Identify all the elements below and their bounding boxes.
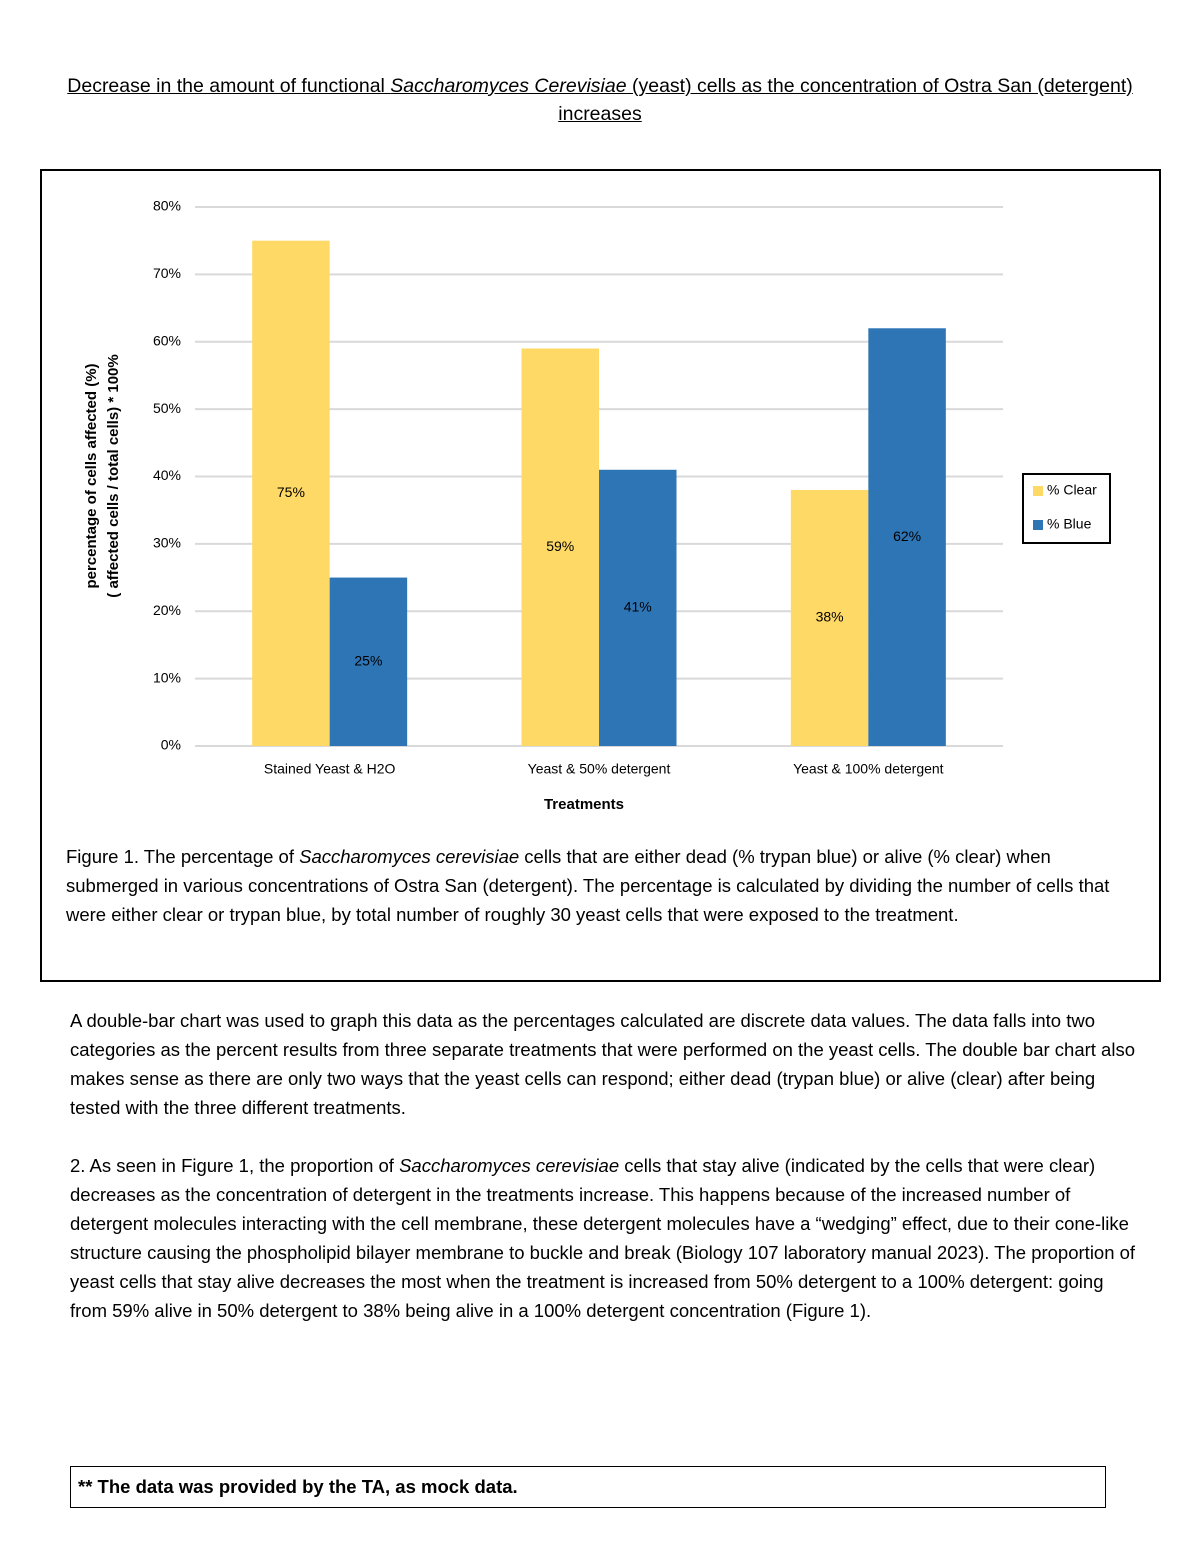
legend-swatch	[1033, 520, 1043, 530]
data-label: 38%	[816, 609, 844, 625]
paragraph: 2. As seen in Figure 1, the proportion o…	[70, 1151, 1140, 1325]
bar	[252, 240, 330, 746]
figure-caption: Figure 1. The percentage of Saccharomyce…	[66, 842, 1141, 929]
paragraph-text: 2. As seen in Figure 1, the proportion o…	[70, 1155, 400, 1176]
data-label: 59%	[546, 538, 574, 554]
figure-box	[40, 169, 1161, 982]
paragraph-species: Saccharomyces cerevisiae	[399, 1155, 620, 1176]
y-axis-title: percentage of cells affected (%)	[83, 363, 100, 588]
x-tick-label: Yeast & 50% detergent	[528, 761, 671, 777]
bar	[868, 328, 946, 746]
data-label: 75%	[277, 484, 305, 500]
bar	[790, 489, 869, 746]
paragraph: A double-bar chart was used to graph thi…	[70, 1010, 1135, 1118]
y-tick-label: 10%	[153, 669, 181, 685]
caption-text: cells that are either dead (% trypan blu…	[66, 846, 1110, 925]
document-title: Decrease in the amount of functional Sac…	[60, 72, 1140, 128]
chart: 0% 10% 20% 30% 40% 50% 60% 70% 80% 75% 59% 38% 25% 41…	[83, 198, 1111, 813]
y-tick-label: 20%	[153, 602, 181, 618]
legend-label: % Blue	[1047, 516, 1092, 532]
y-tick-label: 70%	[153, 265, 181, 281]
legend-box	[1022, 473, 1111, 544]
y-tick-label: 40%	[153, 467, 181, 483]
data-label: 62%	[893, 528, 921, 544]
bar	[599, 469, 677, 746]
y-axis-title: ( affected cells / total cells) * 100%	[105, 354, 122, 597]
legend-label: % Clear	[1047, 482, 1097, 498]
title-species: Saccharomyces Cerevisiae	[390, 75, 627, 97]
y-tick-label: 50%	[153, 400, 181, 416]
y-tick-label: 80%	[153, 198, 181, 214]
title-text: Decrease in the amount of functional	[67, 75, 391, 97]
x-tick-label: Yeast & 100% detergent	[793, 761, 944, 777]
y-tick-label: 30%	[153, 535, 181, 551]
x-tick-label: Stained Yeast & H2O	[264, 761, 396, 777]
caption-text: Figure 1. The percentage of	[66, 846, 300, 867]
title-text: (yeast) cells as the concentration of Os…	[558, 75, 1133, 125]
bar	[521, 348, 599, 746]
note-box: ** The data was provided by the TA, as m…	[70, 1466, 1106, 1508]
data-label: 25%	[354, 652, 382, 668]
paragraph-text: cells that stay alive (indicated by the …	[70, 1155, 1136, 1321]
bar	[329, 577, 408, 746]
y-tick-label: 60%	[153, 332, 181, 348]
x-axis-title: Treatments	[544, 796, 624, 813]
legend-swatch	[1033, 486, 1043, 496]
data-label: 41%	[624, 599, 652, 615]
caption-species: Saccharomyces cerevisiae	[299, 846, 520, 867]
y-tick-label: 0%	[161, 737, 181, 753]
